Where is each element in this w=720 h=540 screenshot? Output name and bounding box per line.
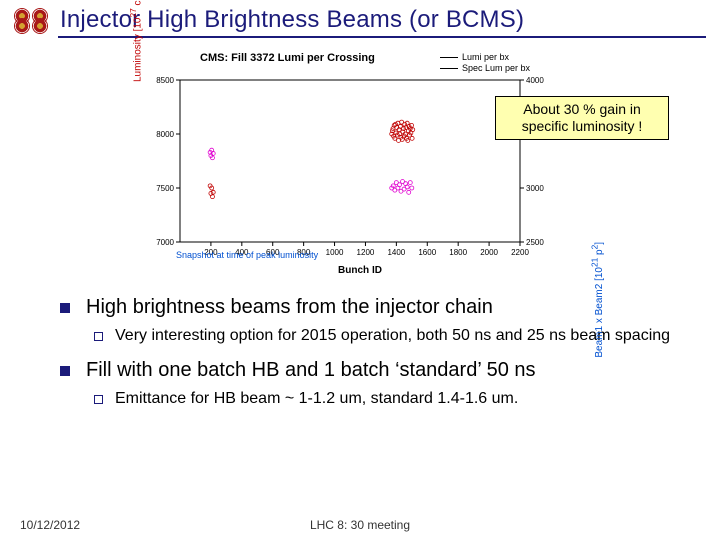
hollow-square-bullet-icon bbox=[94, 395, 103, 404]
logo bbox=[14, 8, 50, 32]
bullet-level1: High brightness beams from the injector … bbox=[60, 296, 680, 319]
svg-text:7000: 7000 bbox=[156, 238, 174, 247]
square-bullet-icon bbox=[60, 303, 70, 313]
callout-box: About 30 % gain in specific luminosity ! bbox=[495, 96, 669, 140]
bullet-list: High brightness beams from the injector … bbox=[60, 296, 680, 408]
svg-text:1000: 1000 bbox=[326, 248, 344, 257]
x-axis-label: Bunch ID bbox=[338, 265, 382, 276]
svg-text:2200: 2200 bbox=[511, 248, 529, 257]
slide-header: Injector High Brightness Beams (or BCMS) bbox=[0, 0, 720, 36]
title-underline bbox=[58, 36, 706, 38]
svg-text:1400: 1400 bbox=[387, 248, 405, 257]
sub-bullet-text: Very interesting option for 2015 operati… bbox=[115, 327, 670, 345]
svg-text:4000: 4000 bbox=[526, 76, 544, 85]
callout-line1: About 30 % gain in bbox=[506, 101, 658, 118]
bullet-level1: Fill with one batch HB and 1 batch ‘stan… bbox=[60, 359, 680, 382]
svg-text:2000: 2000 bbox=[480, 248, 498, 257]
chart-svg: 2004006008001000120014001600180020002200… bbox=[120, 52, 600, 282]
svg-text:7500: 7500 bbox=[156, 184, 174, 193]
footer-center: LHC 8: 30 meeting bbox=[310, 518, 410, 532]
hollow-square-bullet-icon bbox=[94, 332, 103, 341]
bullet-text: High brightness beams from the injector … bbox=[86, 296, 493, 319]
svg-text:1600: 1600 bbox=[418, 248, 436, 257]
snapshot-caption: Snapshot at time of peak luminosity bbox=[176, 250, 318, 260]
svg-text:2500: 2500 bbox=[526, 238, 544, 247]
bullet-text: Fill with one batch HB and 1 batch ‘stan… bbox=[86, 359, 536, 382]
footer-date: 10/12/2012 bbox=[20, 518, 80, 532]
sub-bullet-text: Emittance for HB beam ~ 1-1.2 um, standa… bbox=[115, 390, 518, 408]
chart-container: CMS: Fill 3372 Lumi per Crossing Lumi pe… bbox=[120, 52, 600, 282]
callout-line2: specific luminosity ! bbox=[506, 118, 658, 135]
square-bullet-icon bbox=[60, 366, 70, 376]
svg-text:8000: 8000 bbox=[156, 130, 174, 139]
svg-text:8500: 8500 bbox=[156, 76, 174, 85]
svg-text:1200: 1200 bbox=[357, 248, 375, 257]
svg-text:3000: 3000 bbox=[526, 184, 544, 193]
svg-text:1800: 1800 bbox=[449, 248, 467, 257]
bullet-level2: Emittance for HB beam ~ 1-1.2 um, standa… bbox=[94, 390, 680, 408]
